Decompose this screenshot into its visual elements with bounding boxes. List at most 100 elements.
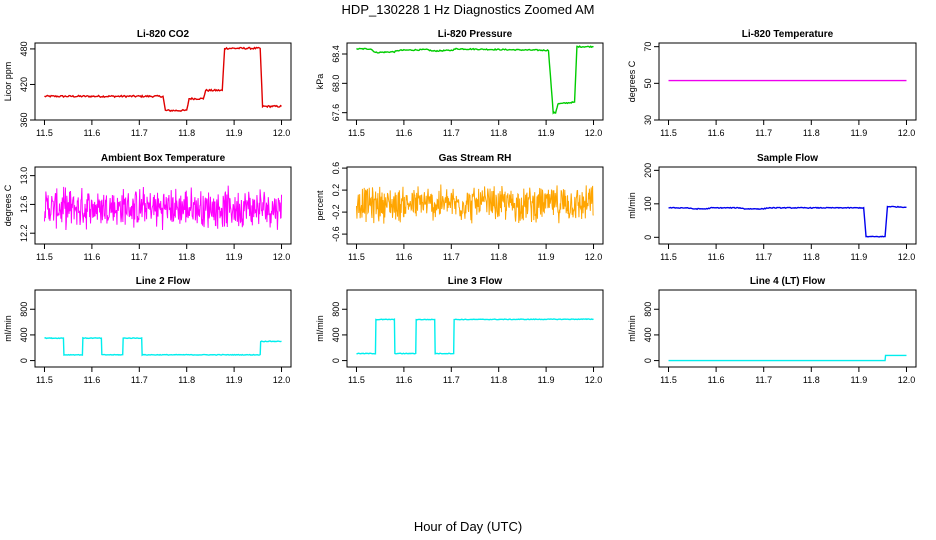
y-axis-label: percent <box>315 190 325 221</box>
panel-title: Line 4 (LT) Flow <box>750 276 826 287</box>
series-line <box>668 354 907 362</box>
y-tick-label: 100 <box>643 196 653 211</box>
x-tick-label: 11.5 <box>348 252 365 262</box>
x-tick-label: 12.0 <box>585 128 603 138</box>
x-tick-label: 11.6 <box>395 128 412 138</box>
panel-title: Ambient Box Temperature <box>101 153 226 164</box>
panel-li-820-pressure: Li-820 Pressure 11.5 11.6 11.7 11.8 11.9 12.0 6… <box>315 29 604 138</box>
panel-ambient-box-temperature: Ambient Box Temperature 11.5 11.6 11.7 11.8 1… <box>3 153 292 262</box>
y-axis-label: kPa <box>315 74 325 90</box>
plot-frame <box>658 166 917 245</box>
x-tick-label: 11.5 <box>348 375 365 385</box>
x-tick-label: 11.9 <box>538 252 555 262</box>
x-tick-label: 11.7 <box>443 252 460 262</box>
y-axis-label: ml/min <box>315 315 325 342</box>
y-tick-label: 400 <box>19 327 29 342</box>
x-tick-label: 11.6 <box>708 252 725 262</box>
plot-frame <box>34 166 292 245</box>
y-tick-label: 800 <box>331 302 341 317</box>
x-tick-label: 11.8 <box>178 375 195 385</box>
y-tick-label: 0.2 <box>331 184 341 197</box>
y-axis-label: ml/min <box>627 192 637 219</box>
y-tick-label: 800 <box>643 302 653 317</box>
y-tick-label: 480 <box>19 41 29 56</box>
y-tick-label: 12.6 <box>19 196 29 214</box>
x-tick-label: 11.8 <box>803 375 820 385</box>
panel-line-3-flow: Line 3 Flow 11.5 11.6 11.7 11.8 11.9 12.0 0 400 8… <box>315 276 604 385</box>
x-tick-label: 11.6 <box>395 252 412 262</box>
x-tick-label: 11.6 <box>83 252 100 262</box>
x-tick-label: 11.9 <box>538 375 555 385</box>
y-tick-label: 68.0 <box>331 75 341 93</box>
series-line <box>44 336 282 357</box>
x-tick-label: 11.5 <box>660 252 677 262</box>
x-tick-label: 11.9 <box>226 252 243 262</box>
series-line <box>356 45 594 115</box>
y-tick-label: 360 <box>19 112 29 127</box>
x-tick-label: 11.8 <box>490 128 507 138</box>
x-tick-label: 11.9 <box>850 375 867 385</box>
x-tick-label: 11.7 <box>755 252 772 262</box>
x-tick-label: 11.9 <box>850 128 867 138</box>
x-tick-label: 11.7 <box>443 375 460 385</box>
x-tick-label: 11.5 <box>36 252 53 262</box>
x-tick-label: 11.5 <box>660 128 677 138</box>
panel-title: Li-820 CO2 <box>137 29 190 40</box>
y-tick-label: 800 <box>19 302 29 317</box>
y-tick-label: 400 <box>643 327 653 342</box>
x-tick-label: 11.6 <box>708 128 725 138</box>
y-axis-label: ml/min <box>3 315 13 342</box>
y-tick-label: 30 <box>643 115 653 125</box>
panel-title: Li-820 Temperature <box>742 29 834 40</box>
x-tick-label: 11.6 <box>395 375 412 385</box>
panel-li-820-co2: Li-820 CO2 11.5 11.6 11.7 11.8 11.9 12.0 360 420… <box>3 29 292 138</box>
x-tick-label: 12.0 <box>898 375 916 385</box>
y-axis-label: Licor ppm <box>3 62 13 102</box>
x-tick-label: 11.8 <box>178 128 195 138</box>
y-tick-label: 13.0 <box>19 167 29 185</box>
x-tick-label: 11.8 <box>178 252 195 262</box>
x-tick-label: 11.9 <box>850 252 867 262</box>
panel-title: Li-820 Pressure <box>438 29 513 40</box>
y-tick-label: 0 <box>331 358 341 363</box>
figure-xlabel: Hour of Day (UTC) <box>414 519 522 534</box>
y-tick-label: 67.6 <box>331 104 341 122</box>
y-tick-label: 0 <box>643 235 653 240</box>
x-tick-label: 12.0 <box>898 252 916 262</box>
panel-title: Line 3 Flow <box>448 276 503 287</box>
x-tick-label: 11.5 <box>36 128 53 138</box>
x-tick-label: 11.8 <box>803 128 820 138</box>
plot-frame <box>34 42 292 121</box>
panel-title: Line 2 Flow <box>136 276 191 287</box>
panel-line-2-flow: Line 2 Flow 11.5 11.6 11.7 11.8 11.9 12.0 0 400 8… <box>3 276 292 385</box>
y-tick-label: -0.6 <box>331 226 341 242</box>
x-tick-label: 11.9 <box>226 128 243 138</box>
panel-title: Sample Flow <box>757 153 818 164</box>
x-tick-label: 11.8 <box>490 375 507 385</box>
series-line <box>44 46 282 113</box>
y-tick-label: 70 <box>643 42 653 52</box>
x-tick-label: 12.0 <box>273 375 291 385</box>
x-tick-label: 12.0 <box>585 252 603 262</box>
x-tick-label: 11.9 <box>226 375 243 385</box>
y-tick-label: 0 <box>19 358 29 363</box>
x-tick-label: 11.6 <box>83 128 100 138</box>
panel-grid: Li-820 CO2 11.5 11.6 11.7 11.8 11.9 12.0 360 420… <box>3 29 917 385</box>
x-tick-label: 11.7 <box>131 252 148 262</box>
series-line <box>43 185 283 231</box>
panel-title: Gas Stream RH <box>439 153 512 164</box>
series-line <box>668 205 907 238</box>
x-tick-label: 11.7 <box>443 128 460 138</box>
x-tick-label: 12.0 <box>273 252 291 262</box>
x-tick-label: 11.5 <box>660 375 677 385</box>
x-tick-label: 12.0 <box>273 128 291 138</box>
panel-gas-stream-rh: Gas Stream RH 11.5 11.6 11.7 11.8 11.9 12.0 -0.… <box>315 153 604 262</box>
plot-frame <box>658 289 917 368</box>
panel-li-820-temperature: Li-820 Temperature 11.5 11.6 11.7 11.8 11.9 12… <box>627 29 917 138</box>
y-tick-label: 0 <box>643 358 653 363</box>
x-tick-label: 11.7 <box>131 128 148 138</box>
y-tick-label: 68.4 <box>331 45 341 63</box>
figure-title: HDP_130228 1 Hz Diagnostics Zoomed AM <box>342 2 595 17</box>
x-tick-label: 12.0 <box>898 128 916 138</box>
